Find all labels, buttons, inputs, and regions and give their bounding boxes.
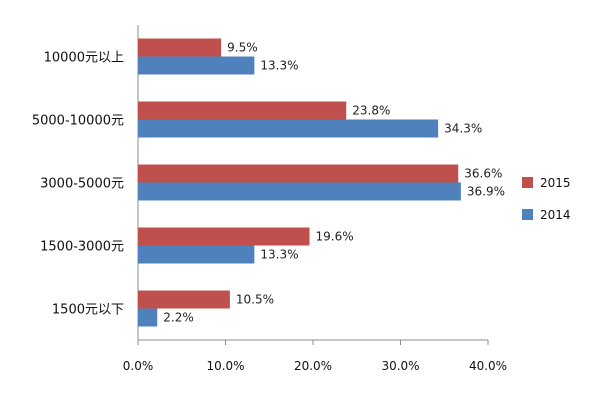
legend-swatch-2015 [522, 177, 533, 188]
data-label: 2.2% [163, 311, 194, 325]
category-label: 1500元以下 [52, 303, 124, 318]
category-label: 10000元以上 [44, 51, 124, 66]
x-tick-label: 40.0% [469, 359, 507, 373]
data-label: 10.5% [236, 293, 274, 307]
bar-2015 [138, 101, 347, 120]
bar-2014 [138, 308, 158, 327]
data-label: 13.3% [260, 248, 298, 262]
data-label: 36.9% [467, 185, 505, 199]
bar-2015 [138, 290, 230, 309]
bar-2015 [138, 164, 459, 183]
legend-label: 2015 [540, 176, 571, 190]
bar-2014 [138, 119, 439, 138]
legend-label: 2014 [540, 208, 571, 222]
data-label: 9.5% [227, 41, 258, 55]
bar-2015 [138, 38, 222, 57]
bar-2015 [138, 227, 310, 246]
legend-swatch-2014 [522, 209, 533, 220]
category-labels: 10000元以上 5000-10000元 3000-5000元 1500-3000元 1… [32, 51, 124, 318]
category-label: 5000-10000元 [32, 114, 124, 129]
bar-2014 [138, 182, 461, 201]
bar-2014 [138, 245, 255, 264]
x-tick-labels: 0.0% 10.0% 20.0% 30.0% 40.0% [123, 340, 507, 373]
data-label: 13.3% [260, 59, 298, 73]
category-label: 1500-3000元 [40, 240, 124, 255]
x-tick-label: 10.0% [206, 359, 244, 373]
x-tick-label: 0.0% [123, 359, 154, 373]
bar-2014 [138, 56, 255, 75]
category-label: 3000-5000元 [40, 177, 124, 192]
x-tick-label: 30.0% [381, 359, 419, 373]
data-label: 23.8% [352, 104, 390, 118]
x-tick-label: 20.0% [294, 359, 332, 373]
data-label: 34.3% [444, 122, 482, 136]
data-label: 36.6% [464, 167, 502, 181]
data-label: 19.6% [316, 230, 354, 244]
legend: 2015 2014 [522, 176, 571, 222]
bars-group: 9.5%13.3%23.8%34.3%36.6%36.9%19.6%13.3%1… [138, 38, 505, 327]
